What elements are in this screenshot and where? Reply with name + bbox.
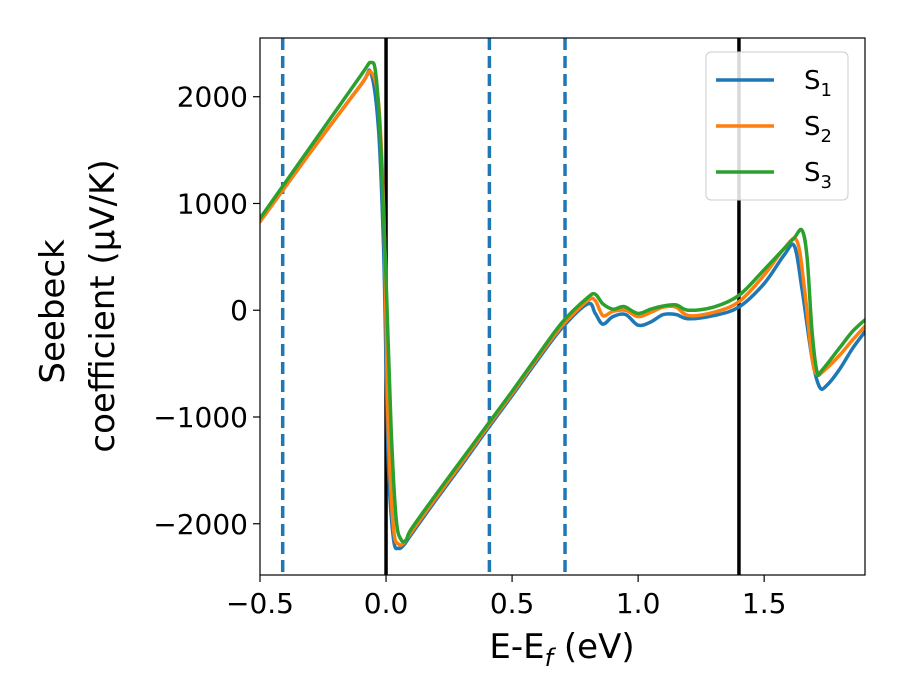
y-tick-label: −1000: [153, 401, 248, 434]
y-axis: 2000 1000 0 −1000 −2000: [153, 81, 260, 541]
x-tick-label: −0.5: [226, 587, 294, 620]
x-axis-label: E-Ef (eV): [489, 627, 634, 672]
x-axis: −0.5 0.0 0.5 1.0 1.5: [226, 575, 786, 620]
series-lines: [260, 60, 865, 551]
legend-label-2: S2: [804, 112, 832, 147]
legend: S1 S2 S3: [705, 51, 849, 201]
legend-label-1: S1: [804, 66, 832, 101]
y-tick-label: 2000: [177, 81, 248, 114]
x-tick-label: 1.0: [616, 587, 661, 620]
x-tick-label: 1.5: [742, 587, 787, 620]
legend-label-3: S3: [804, 158, 832, 193]
series-line-3: [260, 60, 865, 544]
x-tick-label: 0.0: [364, 587, 409, 620]
legend-box: [705, 51, 849, 201]
plot-frame: [259, 37, 866, 576]
y-axis-label: Seebeck coefficient (μV/K): [33, 159, 123, 452]
y-tick-label: 0: [230, 294, 248, 327]
y-tick-label: 1000: [177, 187, 248, 220]
x-tick-label: 0.5: [490, 587, 535, 620]
y-tick-label: −2000: [153, 508, 248, 541]
